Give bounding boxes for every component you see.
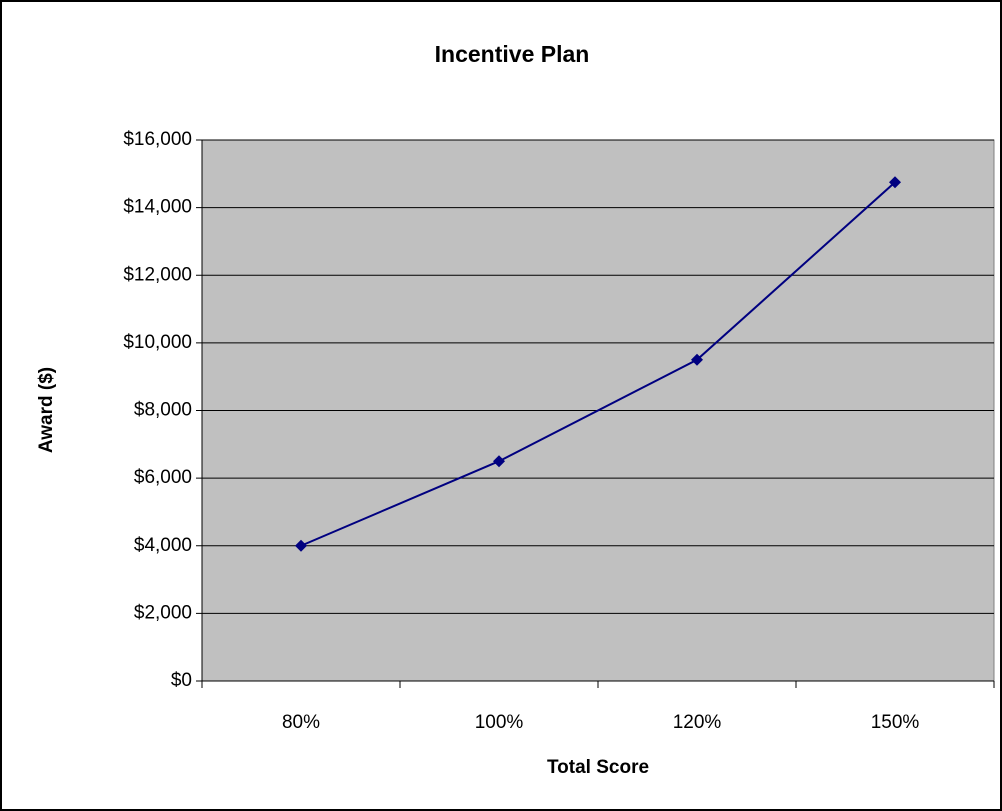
y-tick-label: $2,000 xyxy=(134,602,192,623)
data-marker xyxy=(295,539,307,552)
data-line xyxy=(300,181,896,547)
x-tick-label: 120% xyxy=(673,712,722,733)
y-tick-label: $8,000 xyxy=(134,400,192,421)
data-marker xyxy=(493,455,505,468)
y-tick-label: $0 xyxy=(171,670,192,691)
x-tick-label: 80% xyxy=(282,712,320,733)
y-tick-label: $14,000 xyxy=(123,197,192,218)
x-axis-title: Total Score xyxy=(547,757,649,778)
y-axis-title: Award ($) xyxy=(36,367,57,453)
y-tick-label: $16,000 xyxy=(123,129,192,150)
y-tick-label: $6,000 xyxy=(134,467,192,488)
data-marker xyxy=(889,176,901,189)
x-tick-label: 100% xyxy=(475,712,524,733)
y-tick-label: $12,000 xyxy=(123,264,192,285)
chart-title: Incentive Plan xyxy=(435,41,590,67)
x-tick-label: 150% xyxy=(871,712,920,733)
y-tick-label: $4,000 xyxy=(134,535,192,556)
y-tick-label: $10,000 xyxy=(123,332,192,353)
data-marker xyxy=(691,353,703,366)
